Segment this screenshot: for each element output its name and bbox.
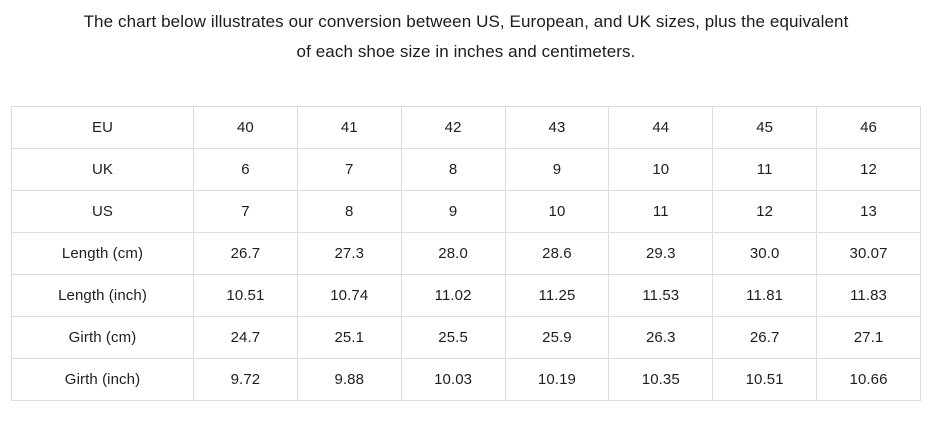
table-cell: 25.5	[400, 316, 506, 359]
table-cell: 27.1	[816, 316, 921, 359]
table-cell: 13	[816, 190, 921, 233]
table-cell: 8	[296, 190, 402, 233]
table-cell: 25.9	[504, 316, 610, 359]
table-cell: 11	[712, 148, 818, 191]
row-label: US	[11, 190, 194, 233]
table-row: US 7 8 9 10 11 12 13	[11, 190, 921, 233]
table-cell: 24.7	[193, 316, 298, 359]
table-row: Girth (cm) 24.7 25.1 25.5 25.9 26.3 26.7 27.1	[11, 316, 921, 359]
table-cell: 10	[608, 148, 714, 191]
table-cell: 10	[504, 190, 610, 233]
table-cell: 10.74	[296, 274, 402, 317]
page-title-line-2: of each shoe size in inches and centimet…	[296, 42, 636, 61]
table-cell: 7	[193, 190, 298, 233]
table-cell: 46	[816, 106, 921, 149]
table-cell: 10.35	[608, 358, 714, 401]
size-conversion-table-body: EU 40 41 42 43 44 45 46 UK 6 7 8 9 10 11 12 US 7 8 9 10 11 12 1…	[11, 106, 921, 401]
row-label: EU	[11, 106, 194, 149]
table-cell: 9.72	[193, 358, 298, 401]
table-cell: 9	[504, 148, 610, 191]
table-row: Length (inch) 10.51 10.74 11.02 11.25 11.53 11…	[11, 274, 921, 317]
table-row: UK 6 7 8 9 10 11 12	[11, 148, 921, 191]
table-cell: 30.07	[816, 232, 921, 275]
table-cell: 11.02	[400, 274, 506, 317]
table-cell: 45	[712, 106, 818, 149]
table-cell: 26.3	[608, 316, 714, 359]
table-cell: 8	[400, 148, 506, 191]
table-cell: 26.7	[712, 316, 818, 359]
row-label: Length (cm)	[11, 232, 194, 275]
row-label: Girth (inch)	[11, 358, 194, 401]
table-cell: 29.3	[608, 232, 714, 275]
table-cell: 28.6	[504, 232, 610, 275]
page-title: The chart below illustrates our conversi…	[0, 0, 932, 67]
table-cell: 11.25	[504, 274, 610, 317]
table-row: Length (cm) 26.7 27.3 28.0 28.6 29.3 30.0 30.07	[11, 232, 921, 275]
table-cell: 40	[193, 106, 298, 149]
table-row: Girth (inch) 9.72 9.88 10.03 10.19 10.35 10.51…	[11, 358, 921, 401]
table-cell: 30.0	[712, 232, 818, 275]
table-cell: 26.7	[193, 232, 298, 275]
table-cell: 11	[608, 190, 714, 233]
table-cell: 9.88	[296, 358, 402, 401]
table-cell: 6	[193, 148, 298, 191]
table-cell: 44	[608, 106, 714, 149]
row-label: Girth (cm)	[11, 316, 194, 359]
table-cell: 11.81	[712, 274, 818, 317]
table-cell: 11.83	[816, 274, 921, 317]
row-label: UK	[11, 148, 194, 191]
table-cell: 41	[296, 106, 402, 149]
table-cell: 12	[712, 190, 818, 233]
table-cell: 42	[400, 106, 506, 149]
table-cell: 9	[400, 190, 506, 233]
table-cell: 12	[816, 148, 921, 191]
size-conversion-table: EU 40 41 42 43 44 45 46 UK 6 7 8 9 10 11 12 US 7 8 9 10 11 12 1…	[11, 106, 921, 401]
table-cell: 10.51	[712, 358, 818, 401]
table-cell: 10.66	[816, 358, 921, 401]
page-title-line-1: The chart below illustrates our conversi…	[83, 12, 849, 31]
table-cell: 10.03	[400, 358, 506, 401]
table-cell: 28.0	[400, 232, 506, 275]
table-cell: 10.51	[193, 274, 298, 317]
table-cell: 11.53	[608, 274, 714, 317]
row-label: Length (inch)	[11, 274, 194, 317]
table-cell: 27.3	[296, 232, 402, 275]
table-cell: 25.1	[296, 316, 402, 359]
table-cell: 7	[296, 148, 402, 191]
table-cell: 10.19	[504, 358, 610, 401]
table-row: EU 40 41 42 43 44 45 46	[11, 106, 921, 149]
table-cell: 43	[504, 106, 610, 149]
